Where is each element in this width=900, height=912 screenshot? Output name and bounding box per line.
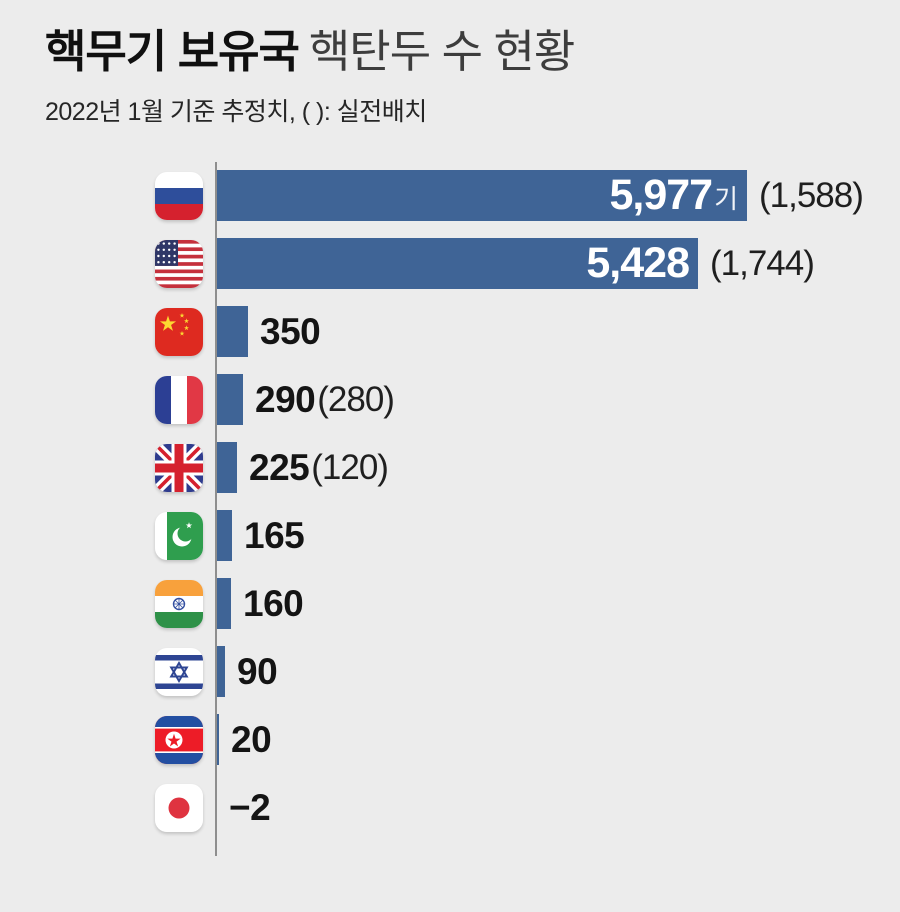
value-label-israel: 90: [237, 651, 278, 692]
labels-usa: (1,744): [708, 230, 815, 298]
chart-row-usa: 5,428 (1,744): [0, 230, 900, 298]
axis-line: [215, 162, 217, 856]
value-label-uk: 225: [249, 447, 310, 488]
value-label-japan: −2: [229, 787, 271, 828]
bar-pakistan: [217, 510, 232, 561]
bar-chart: 5,977 기 (1,588) 5,428 (1,744) 350 290 (280) 225(…: [0, 162, 900, 862]
subtitle: 2022년 1월 기준 추정치, ( ): 실전배치: [45, 97, 427, 126]
chart-row-russia: 5,977 기 (1,588): [0, 162, 900, 230]
flag-usa-icon: [155, 240, 203, 288]
flag-russia-icon: [155, 172, 203, 220]
value-label-india: 160: [243, 583, 304, 624]
value-label-usa: 5,428: [586, 239, 690, 287]
chart-row-china: 350: [0, 298, 900, 366]
deployed-label-france: (280): [317, 380, 395, 419]
chart-row-uk: 225 (120): [0, 434, 900, 502]
flag-uk-icon: [155, 444, 203, 492]
deployed-label-usa: (1,744): [710, 244, 815, 283]
flag-china-icon: [155, 308, 203, 356]
labels-france: 290 (280): [255, 366, 395, 434]
bar-north-korea: [217, 714, 219, 765]
unit-suffix-russia: 기: [714, 184, 738, 214]
value-label-russia: 5,977: [609, 171, 713, 219]
header: 핵무기 보유국 핵탄두 수 현황 2022년 1월 기준 추정치, ( ): 실전…: [45, 26, 575, 128]
labels-china: 350: [260, 298, 321, 366]
bar-russia: 5,977 기: [217, 170, 747, 221]
flag-north-korea-icon: [155, 716, 203, 764]
flag-pakistan-icon: [155, 512, 203, 560]
labels-russia: (1,588): [757, 162, 864, 230]
deployed-label-uk: (120): [311, 448, 389, 487]
flag-india-icon: [155, 580, 203, 628]
chart-row-japan: −2: [0, 774, 900, 842]
flag-france-icon: [155, 376, 203, 424]
chart-row-pakistan: 165: [0, 502, 900, 570]
bar-india: [217, 578, 231, 629]
flag-japan-icon: [155, 784, 203, 832]
labels-north-korea: 20: [231, 706, 272, 774]
bar-usa: 5,428: [217, 238, 698, 289]
bar-israel: [217, 646, 225, 697]
title-rest: 핵탄두 수 현황: [308, 26, 575, 77]
bar-france: [217, 374, 243, 425]
page-title: 핵무기 보유국 핵탄두 수 현황: [45, 26, 575, 78]
chart-row-india: 160: [0, 570, 900, 638]
value-label-north-korea: 20: [231, 719, 272, 760]
title-emphasis: 핵무기 보유국: [45, 26, 300, 77]
chart-row-france: 290 (280): [0, 366, 900, 434]
labels-uk: 225 (120): [249, 434, 389, 502]
labels-pakistan: 165: [244, 502, 305, 570]
bar-uk: [217, 442, 237, 493]
labels-japan: −2: [229, 774, 271, 842]
bar-china: [217, 306, 248, 357]
chart-row-israel: 90: [0, 638, 900, 706]
value-label-china: 350: [260, 311, 321, 352]
chart-row-north-korea: 20: [0, 706, 900, 774]
deployed-label-russia: (1,588): [759, 176, 864, 215]
labels-israel: 90: [237, 638, 278, 706]
labels-india: 160: [243, 570, 304, 638]
flag-israel-icon: [155, 648, 203, 696]
value-label-pakistan: 165: [244, 515, 305, 556]
value-label-france: 290: [255, 379, 316, 420]
